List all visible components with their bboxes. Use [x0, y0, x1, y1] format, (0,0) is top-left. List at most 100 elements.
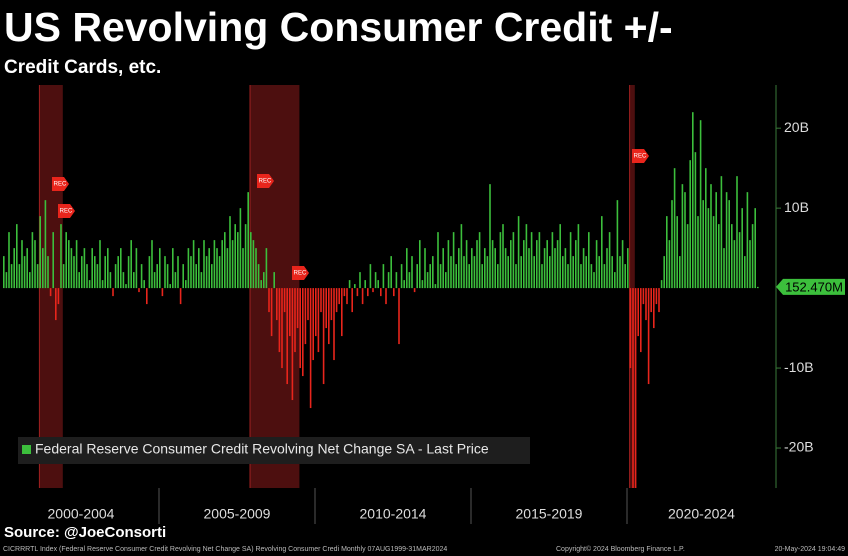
- bar: [18, 264, 21, 289]
- bar: [315, 288, 317, 337]
- bar: [296, 288, 299, 329]
- bar: [211, 264, 213, 289]
- bar: [512, 232, 515, 289]
- bar: [528, 248, 530, 289]
- bar: [525, 224, 528, 289]
- bar: [681, 184, 684, 289]
- bar: [588, 232, 590, 289]
- bar: [164, 256, 166, 289]
- bar: [569, 232, 572, 289]
- bar: [658, 288, 660, 313]
- bar: [263, 272, 265, 289]
- bar: [156, 264, 158, 289]
- bar: [416, 264, 418, 289]
- x-period-label: 2000-2004: [48, 506, 115, 522]
- source: Source: @JoeConsorti: [4, 524, 166, 541]
- bar: [68, 240, 70, 289]
- bar: [317, 288, 320, 353]
- bar: [159, 248, 161, 289]
- bar: [426, 272, 429, 289]
- bar: [75, 240, 78, 289]
- bar: [491, 240, 494, 289]
- bar: [372, 288, 374, 293]
- bar: [265, 248, 268, 289]
- rec-label: REC: [634, 154, 647, 160]
- bar: [712, 216, 715, 289]
- bar: [606, 248, 608, 289]
- bar: [257, 264, 260, 289]
- bar: [143, 280, 145, 289]
- bar: [403, 280, 405, 289]
- bar: [614, 272, 616, 289]
- bar: [718, 224, 720, 289]
- bar: [439, 264, 442, 289]
- bar: [419, 240, 421, 289]
- bar: [497, 264, 499, 289]
- bar: [697, 216, 699, 289]
- bar: [247, 192, 249, 289]
- footer-center: Copyright© 2024 Bloomberg Finance L.P.: [556, 545, 685, 553]
- bar: [333, 288, 335, 361]
- bar: [21, 240, 23, 289]
- bar: [603, 264, 606, 289]
- bar: [556, 240, 559, 289]
- bar: [109, 272, 112, 289]
- bar: [504, 248, 507, 289]
- bar: [231, 240, 234, 289]
- bar: [624, 264, 626, 289]
- bar: [10, 264, 13, 289]
- bar: [517, 216, 520, 289]
- bar: [655, 288, 658, 305]
- bar: [47, 256, 49, 289]
- bar: [182, 264, 184, 289]
- bar: [161, 288, 164, 297]
- rec-marker: [292, 266, 309, 280]
- bar: [252, 240, 255, 289]
- bar: [237, 232, 239, 289]
- bar: [395, 272, 398, 289]
- bar: [434, 284, 437, 289]
- bar: [460, 224, 463, 289]
- bar: [369, 264, 372, 289]
- bar: [195, 264, 197, 289]
- bar: [286, 288, 288, 385]
- bar: [49, 288, 52, 297]
- y-tick-label: -20B: [784, 439, 814, 455]
- bar: [16, 224, 18, 289]
- bar: [148, 256, 151, 289]
- bar: [608, 232, 611, 289]
- bar: [91, 248, 93, 289]
- bar: [632, 288, 634, 488]
- bar: [533, 256, 535, 289]
- bar: [413, 288, 416, 293]
- bar: [221, 240, 223, 289]
- bar: [468, 264, 470, 289]
- bar: [749, 240, 751, 289]
- rec-label: REC: [259, 179, 272, 185]
- bar: [666, 216, 668, 289]
- bar: [31, 232, 34, 289]
- bar: [120, 248, 122, 289]
- bar: [486, 256, 489, 289]
- bar: [679, 256, 681, 289]
- bar: [590, 264, 593, 289]
- bar: [757, 286, 759, 289]
- bar: [450, 256, 452, 289]
- bar: [244, 224, 247, 289]
- bar: [213, 240, 216, 289]
- bar: [627, 248, 629, 289]
- bar: [234, 224, 236, 289]
- rec-marker: [632, 149, 649, 163]
- bar: [738, 232, 741, 289]
- bar: [733, 240, 736, 289]
- bar: [99, 240, 101, 289]
- bar: [5, 272, 8, 289]
- bar: [647, 288, 650, 385]
- bar: [52, 232, 54, 289]
- bar: [29, 272, 31, 289]
- bar: [746, 192, 749, 289]
- bar: [322, 288, 325, 385]
- bar: [541, 264, 543, 289]
- bar: [676, 216, 678, 289]
- rec-label: REC: [294, 271, 307, 277]
